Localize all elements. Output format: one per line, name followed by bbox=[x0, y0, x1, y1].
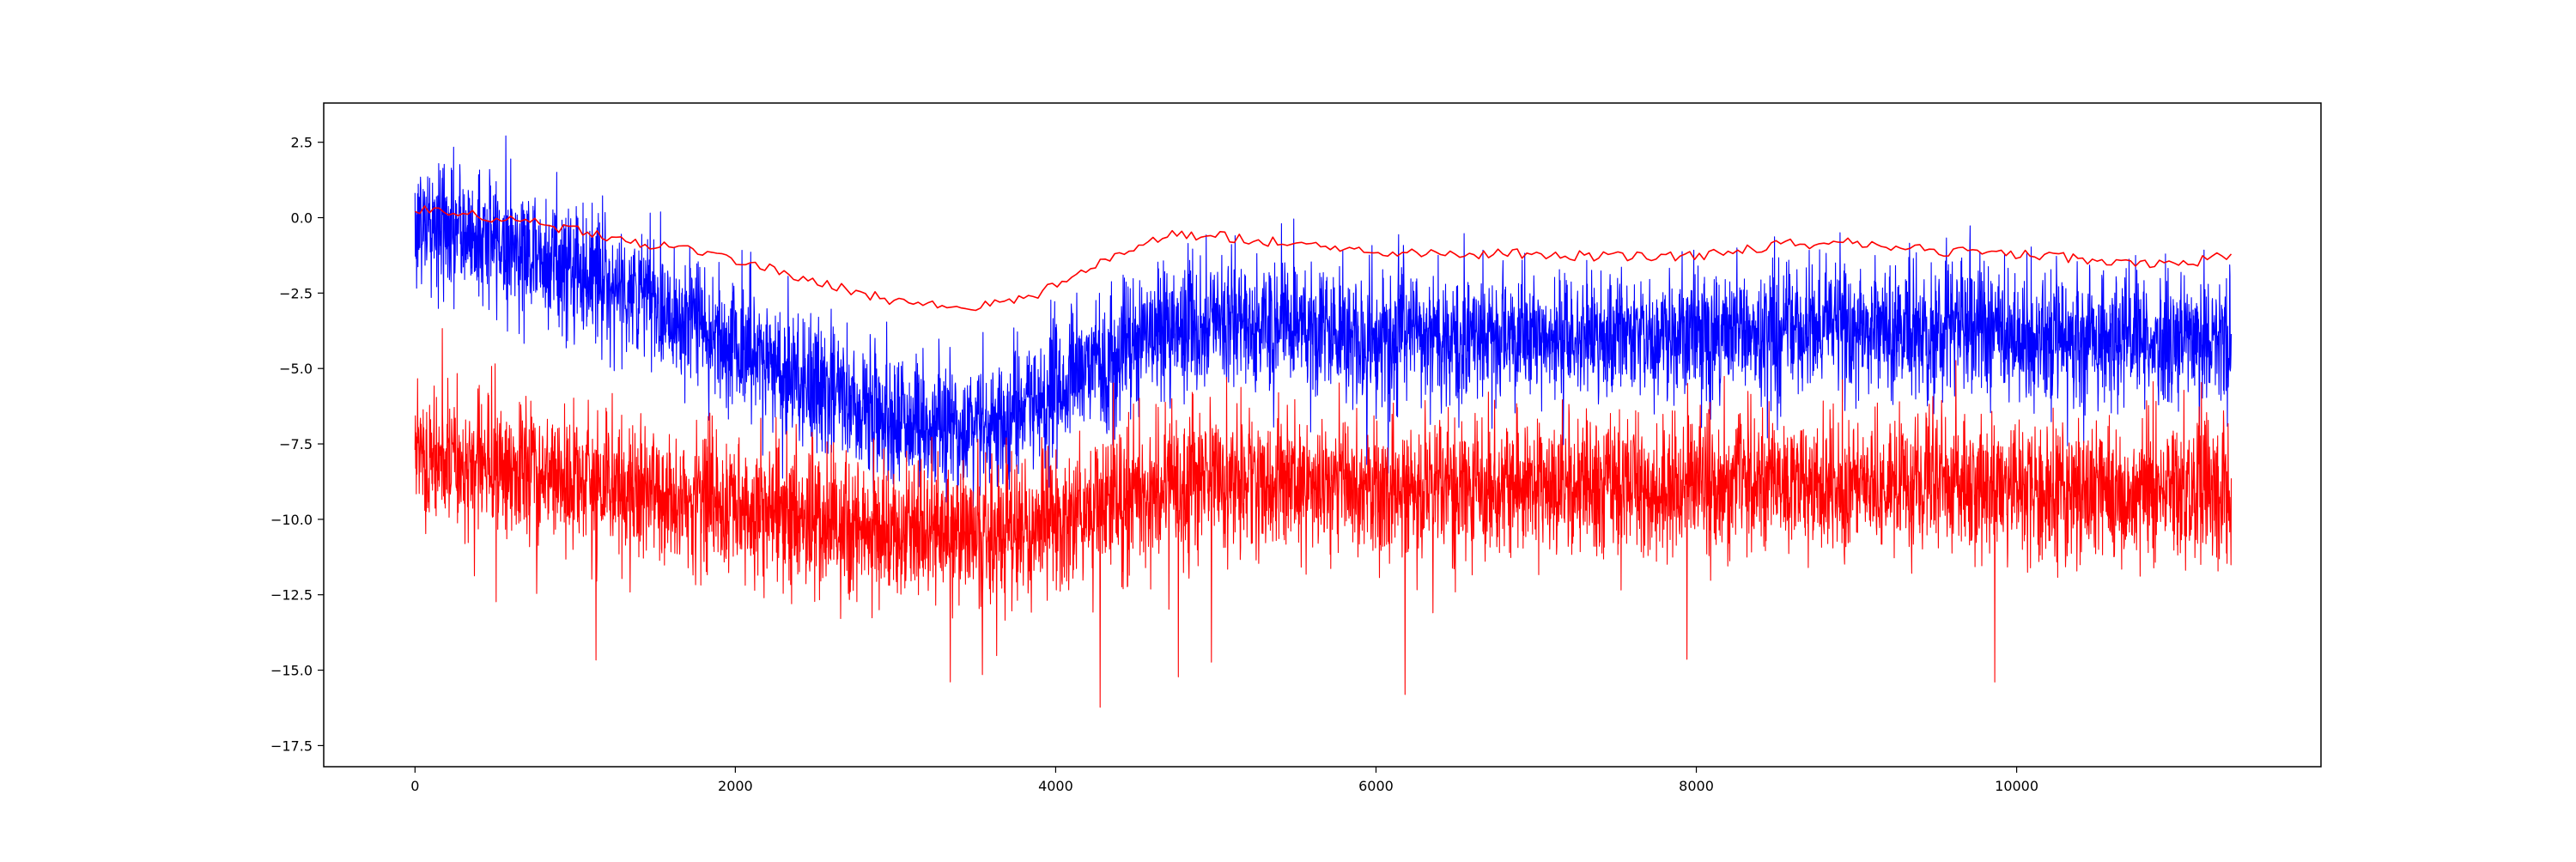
y-tick-label: −15.0 bbox=[270, 663, 313, 679]
y-tick-label: 0.0 bbox=[291, 210, 313, 227]
series-line-2 bbox=[414, 328, 2233, 708]
x-tick-label: 4000 bbox=[1038, 778, 1073, 794]
x-tick-label: 0 bbox=[410, 778, 419, 794]
y-tick-label: −5.0 bbox=[279, 361, 313, 377]
x-tick-label: 2000 bbox=[718, 778, 753, 794]
axes-frame bbox=[323, 102, 2322, 768]
y-tick-label: −2.5 bbox=[279, 285, 313, 301]
y-tick-label: −10.0 bbox=[270, 512, 313, 528]
series-line-0 bbox=[414, 135, 2233, 520]
y-axis: 2.5 0.0 −2.5 −5.0 −7.5 −10.0 −12.5 −15.0 −17.5 bbox=[270, 135, 324, 754]
x-axis: 0 2000 4000 6000 8000 10000 bbox=[410, 767, 2038, 794]
x-tick-label: 8000 bbox=[1679, 778, 1714, 794]
series-line-1 bbox=[414, 205, 2233, 312]
y-tick-label: −17.5 bbox=[270, 738, 313, 754]
x-tick-label: 6000 bbox=[1358, 778, 1394, 794]
y-tick-label: 2.5 bbox=[291, 135, 313, 151]
y-tick-label: −7.5 bbox=[279, 436, 313, 452]
series-layer bbox=[414, 135, 2233, 708]
y-tick-label: −12.5 bbox=[270, 587, 313, 604]
x-tick-label: 10000 bbox=[1995, 778, 2038, 794]
